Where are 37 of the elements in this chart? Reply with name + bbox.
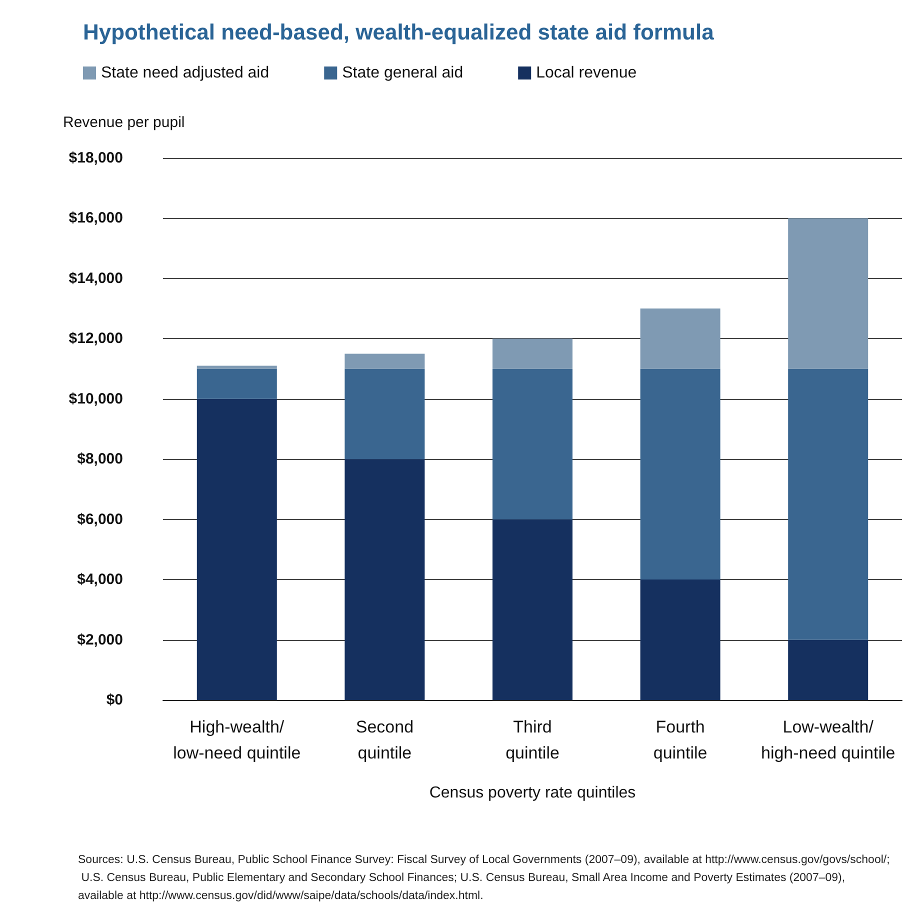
bar — [344, 354, 425, 369]
y-tick-label: $18,000 — [68, 150, 123, 166]
y-tick-label: $16,000 — [68, 210, 123, 227]
x-axis-title: Census poverty rate quintiles — [429, 784, 636, 802]
bar — [196, 398, 277, 700]
bar — [640, 368, 720, 580]
y-tick-label: $0 — [106, 692, 123, 708]
legend-label: Local revenue — [536, 64, 637, 82]
bar — [492, 519, 572, 700]
x-tick-label: Low-wealth/ high-need quintile — [760, 718, 896, 762]
x-tick-label: Fourth quintile — [653, 718, 708, 762]
bar — [640, 308, 720, 369]
y-tick-label: $2,000 — [77, 631, 123, 648]
bar — [640, 580, 720, 700]
y-axis-title: Revenue per pupil — [63, 114, 185, 131]
chart-title: Hypothetical need-based, wealth-equalized state aid formula — [83, 20, 715, 44]
bar — [788, 368, 868, 640]
y-tick-label: $6,000 — [77, 510, 123, 528]
y-tick-label: $10,000 — [68, 390, 123, 408]
x-tick-label: Second quintile — [356, 718, 414, 762]
bar — [788, 218, 868, 369]
y-tick-label: $12,000 — [68, 330, 123, 348]
bar — [788, 640, 868, 700]
source-note: Sources: U.S. Census Bureau, Public School Finance Survey: Fiscal Survey of Local Governments (2007–09), available at http://www.census.gov/govs/school/; U.S. Census Bureau, Public Elementary and Secondary School Finances; U.S. Census Bureau, Small Area Income and Poverty Estimates (2007–09), available at http://www.census.gov/did/www/saipe/data/schools/data/index.html. — [78, 854, 890, 902]
bar — [492, 368, 572, 520]
x-tick-label: Third quintile — [506, 718, 560, 762]
bar — [344, 459, 425, 700]
bar — [196, 366, 277, 369]
bar — [344, 368, 425, 460]
y-tick-label: $14,000 — [68, 270, 123, 287]
y-tick-label: $8,000 — [77, 450, 123, 468]
legend-label: State need adjusted aid — [101, 64, 270, 82]
bar — [492, 338, 572, 369]
legend-label: State general aid — [342, 64, 464, 82]
y-tick-label: $4,000 — [77, 571, 123, 588]
bar — [196, 368, 277, 399]
x-tick-label: High-wealth/ low-need quintile — [173, 718, 301, 762]
